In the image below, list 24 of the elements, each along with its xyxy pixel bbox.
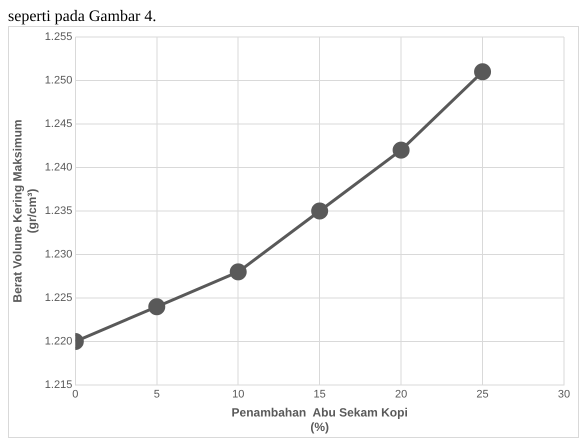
x-tick-label: 15	[314, 388, 326, 401]
y-axis-title: Berat Volume Kering Maksimum (gr/cm³)	[10, 119, 39, 303]
x-tick-label: 30	[558, 388, 570, 401]
x-tick-label: 5	[154, 388, 160, 401]
x-tick-label: 25	[476, 388, 489, 401]
y-tick-label: 1.235	[44, 205, 72, 218]
x-tick-label: 0	[72, 388, 78, 401]
text: seperti pada Gambar 4.	[8, 8, 158, 26]
y-tick-label: 1.215	[44, 379, 72, 392]
point	[148, 298, 166, 316]
point	[311, 202, 328, 220]
y-tick-label: 1.225	[44, 292, 72, 304]
y-tick-label: 1.230	[44, 248, 72, 261]
point	[230, 263, 247, 280]
point	[474, 63, 492, 80]
point	[392, 142, 410, 159]
y-tick-label: 1.245	[44, 118, 72, 130]
x-tick-label: 10	[232, 388, 244, 401]
x-axis-title: Penambahan Abu Sekam Kopi (%)	[232, 406, 408, 434]
y-tick-label: 1.220	[44, 336, 72, 348]
y-tick-label: 1.255	[44, 31, 72, 44]
y-tick-label: 1.250	[44, 74, 72, 87]
x-tick-label: 20	[394, 388, 408, 401]
y-tick-label: 1.240	[44, 162, 72, 174]
